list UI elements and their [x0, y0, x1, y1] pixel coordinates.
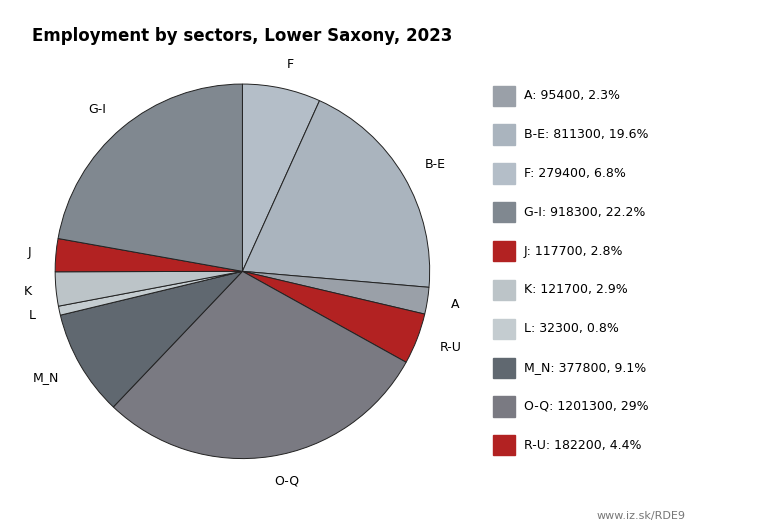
Wedge shape — [242, 101, 429, 287]
Text: R-U: R-U — [439, 341, 461, 354]
Wedge shape — [113, 271, 406, 459]
Text: L: 32300, 0.8%: L: 32300, 0.8% — [524, 322, 619, 335]
Text: K: K — [23, 285, 32, 298]
Text: O-Q: 1201300, 29%: O-Q: 1201300, 29% — [524, 400, 648, 413]
Text: G-I: 918300, 22.2%: G-I: 918300, 22.2% — [524, 206, 645, 219]
Wedge shape — [56, 271, 242, 306]
Wedge shape — [59, 271, 242, 315]
Text: A: A — [451, 298, 460, 311]
Text: R-U: 182200, 4.4%: R-U: 182200, 4.4% — [524, 439, 641, 452]
Wedge shape — [56, 238, 242, 272]
Text: J: J — [28, 246, 31, 260]
Wedge shape — [242, 84, 320, 271]
Text: B-E: 811300, 19.6%: B-E: 811300, 19.6% — [524, 128, 648, 141]
Wedge shape — [58, 84, 242, 271]
Wedge shape — [242, 271, 429, 314]
Text: F: F — [287, 58, 294, 71]
Text: J: 117700, 2.8%: J: 117700, 2.8% — [524, 245, 623, 257]
Wedge shape — [242, 271, 425, 362]
Text: O-Q: O-Q — [274, 474, 300, 487]
Text: A: 95400, 2.3%: A: 95400, 2.3% — [524, 89, 620, 102]
Text: K: 121700, 2.9%: K: 121700, 2.9% — [524, 284, 628, 296]
Text: www.iz.sk/RDE9: www.iz.sk/RDE9 — [597, 511, 686, 521]
Text: M_N: M_N — [33, 371, 59, 384]
Text: Employment by sectors, Lower Saxony, 2023: Employment by sectors, Lower Saxony, 202… — [32, 27, 453, 45]
Wedge shape — [60, 271, 242, 407]
Text: B-E: B-E — [425, 158, 446, 171]
Text: F: 279400, 6.8%: F: 279400, 6.8% — [524, 167, 626, 180]
Text: M_N: 377800, 9.1%: M_N: 377800, 9.1% — [524, 361, 646, 374]
Text: L: L — [28, 309, 35, 322]
Text: G-I: G-I — [88, 103, 106, 115]
